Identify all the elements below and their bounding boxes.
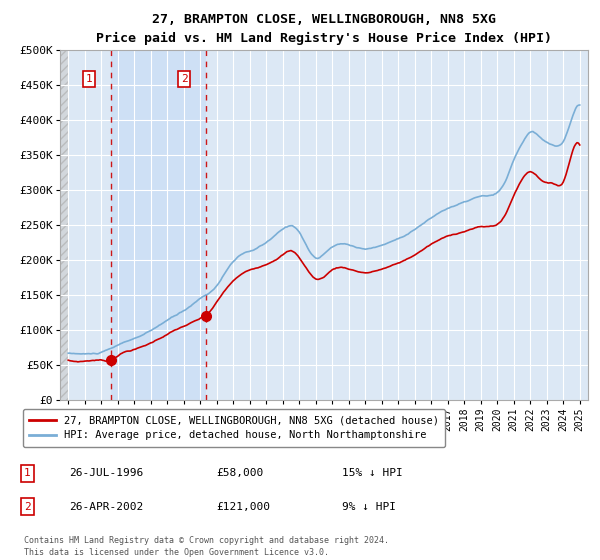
Title: 27, BRAMPTON CLOSE, WELLINGBOROUGH, NN8 5XG
Price paid vs. HM Land Registry's Ho: 27, BRAMPTON CLOSE, WELLINGBOROUGH, NN8 … xyxy=(96,13,552,45)
Text: 9% ↓ HPI: 9% ↓ HPI xyxy=(342,502,396,512)
Text: 15% ↓ HPI: 15% ↓ HPI xyxy=(342,468,403,478)
Text: 2: 2 xyxy=(181,74,188,84)
Text: 26-JUL-1996: 26-JUL-1996 xyxy=(69,468,143,478)
Bar xyxy=(60,50,68,400)
Text: 26-APR-2002: 26-APR-2002 xyxy=(69,502,143,512)
Text: £121,000: £121,000 xyxy=(216,502,270,512)
Text: £58,000: £58,000 xyxy=(216,468,263,478)
Text: Contains HM Land Registry data © Crown copyright and database right 2024.
This d: Contains HM Land Registry data © Crown c… xyxy=(24,536,389,557)
Bar xyxy=(110,50,206,400)
Text: 1: 1 xyxy=(24,468,31,478)
Text: 1: 1 xyxy=(86,74,92,84)
Text: 2: 2 xyxy=(24,502,31,512)
Legend: 27, BRAMPTON CLOSE, WELLINGBOROUGH, NN8 5XG (detached house), HPI: Average price: 27, BRAMPTON CLOSE, WELLINGBOROUGH, NN8 … xyxy=(23,409,445,447)
